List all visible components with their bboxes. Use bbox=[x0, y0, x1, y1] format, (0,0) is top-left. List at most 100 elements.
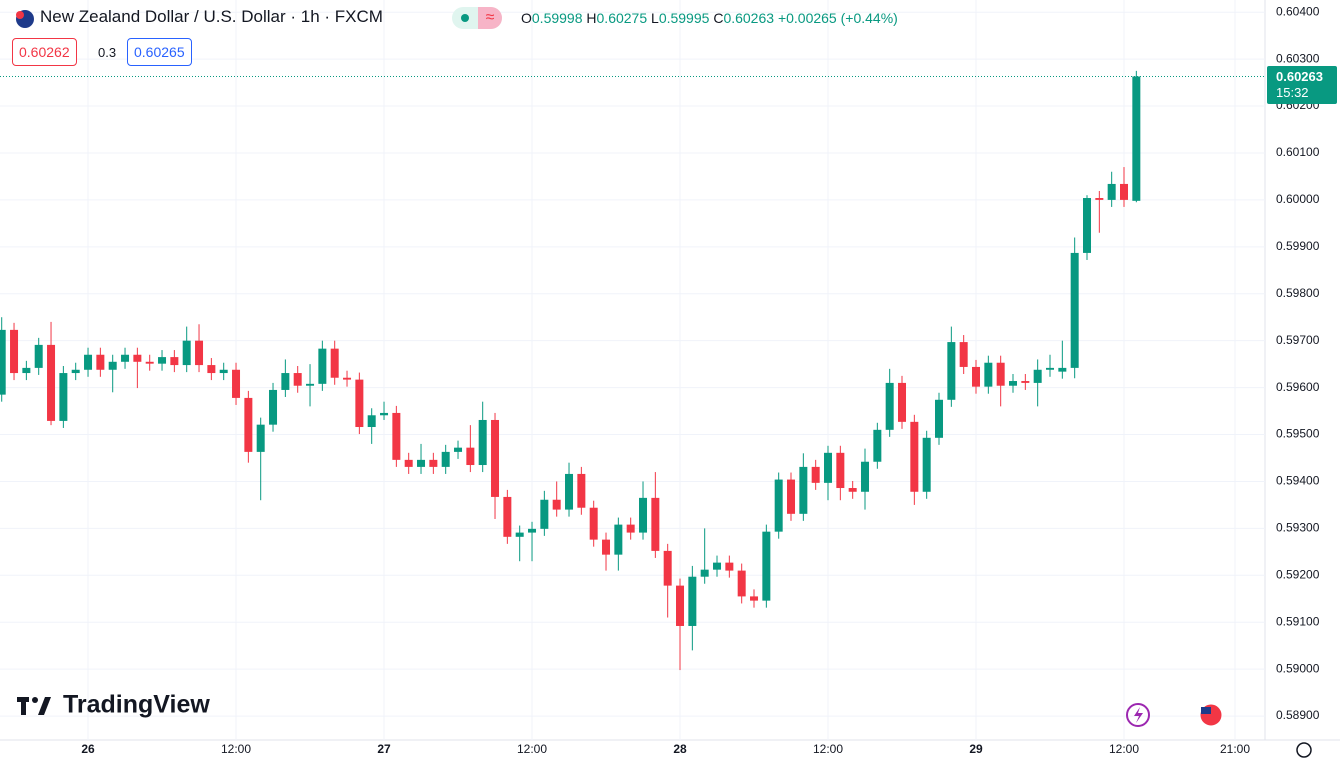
candle-body bbox=[676, 585, 685, 626]
candle-body bbox=[96, 354, 105, 370]
candle-body bbox=[441, 451, 450, 467]
candle-body bbox=[1033, 369, 1042, 383]
candle-body bbox=[491, 419, 500, 497]
x-tick-label: 12:00 bbox=[517, 742, 547, 756]
candle-body bbox=[848, 488, 857, 492]
candle-body bbox=[47, 344, 56, 421]
candle-body bbox=[984, 362, 993, 387]
last-price: 0.60263 bbox=[1276, 69, 1323, 85]
candle-body bbox=[404, 459, 413, 467]
candle-body bbox=[700, 569, 709, 577]
candle-body bbox=[540, 499, 549, 529]
y-tick-label: 0.59300 bbox=[1276, 521, 1320, 535]
y-tick-label: 0.60100 bbox=[1276, 145, 1320, 159]
candle-body bbox=[528, 528, 537, 533]
y-tick-label: 0.60400 bbox=[1276, 4, 1320, 18]
ohlc-legend: O0.59998 H0.60275 L0.59995 C0.60263 +0.0… bbox=[521, 10, 898, 26]
symbol-icon bbox=[14, 8, 36, 35]
candle-body bbox=[737, 570, 746, 597]
x-tick-label: 21:00 bbox=[1220, 742, 1250, 756]
events-icon bbox=[1134, 707, 1143, 723]
candle-body bbox=[577, 473, 586, 508]
candle-body bbox=[935, 399, 944, 438]
candle-body bbox=[71, 369, 80, 374]
candle-body bbox=[552, 499, 561, 510]
candle-body bbox=[910, 421, 919, 492]
candle-body bbox=[0, 329, 6, 395]
events-icon[interactable] bbox=[1126, 703, 1150, 727]
ohlc-value: 0.59995 bbox=[658, 10, 710, 26]
symbol-title[interactable]: New Zealand Dollar / U.S. Dollar · 1h · … bbox=[40, 7, 383, 26]
settings-icon[interactable] bbox=[1296, 742, 1312, 758]
buy-button[interactable]: 0.60265 bbox=[127, 38, 192, 66]
candle-body bbox=[121, 354, 130, 362]
spread: 0.3 bbox=[98, 45, 117, 60]
candle-body bbox=[602, 539, 611, 555]
candle-body bbox=[750, 596, 759, 601]
y-tick-label: 0.59400 bbox=[1276, 474, 1320, 488]
candle-body bbox=[873, 429, 882, 462]
y-tick-label: 0.60300 bbox=[1276, 51, 1320, 65]
x-tick-label: 12:00 bbox=[1109, 742, 1139, 756]
candle-body bbox=[343, 377, 352, 380]
y-tick-label: 0.59700 bbox=[1276, 333, 1320, 347]
flag-icon bbox=[1201, 707, 1211, 714]
candle-body bbox=[861, 461, 870, 492]
y-tick-label: 0.59100 bbox=[1276, 614, 1320, 628]
y-tick-label: 0.59800 bbox=[1276, 286, 1320, 300]
y-tick-label: 0.58900 bbox=[1276, 708, 1320, 722]
candle-body bbox=[1107, 183, 1116, 200]
candle-body bbox=[429, 459, 438, 467]
candle-body bbox=[84, 354, 93, 370]
last-price-label: 0.60263 15:32 bbox=[1267, 66, 1337, 105]
x-tick-label: 12:00 bbox=[813, 742, 843, 756]
x-tick-label: 28 bbox=[673, 742, 687, 756]
candle-body bbox=[207, 365, 216, 374]
candle-body bbox=[1009, 381, 1018, 386]
change: +0.00265 (+0.44%) bbox=[777, 10, 898, 26]
candle-body bbox=[651, 497, 660, 551]
candle-body bbox=[232, 369, 241, 398]
candle-body bbox=[306, 383, 315, 386]
candle-body bbox=[1120, 183, 1129, 200]
candle-body bbox=[1095, 198, 1104, 200]
candle-body bbox=[1083, 198, 1092, 253]
candle-body bbox=[478, 419, 487, 466]
candle-body bbox=[922, 437, 931, 492]
candle-body bbox=[256, 424, 265, 452]
candle-body bbox=[158, 357, 167, 364]
y-tick-label: 0.60000 bbox=[1276, 192, 1320, 206]
candle-body bbox=[972, 366, 981, 387]
candle-body bbox=[947, 342, 956, 400]
candle-body bbox=[34, 344, 43, 368]
candle-body bbox=[589, 507, 598, 540]
candle-body bbox=[787, 479, 796, 514]
candle-body bbox=[108, 361, 117, 370]
candle-body bbox=[614, 524, 623, 555]
candle-body bbox=[799, 466, 808, 514]
candle-body bbox=[688, 576, 697, 626]
candle-body bbox=[1046, 367, 1055, 370]
candle-body bbox=[725, 562, 734, 571]
candle-body bbox=[639, 497, 648, 533]
candle-body bbox=[355, 379, 364, 428]
candle-body bbox=[330, 348, 339, 378]
y-tick-label: 0.59600 bbox=[1276, 380, 1320, 394]
candle-body bbox=[885, 382, 894, 430]
brand: TradingView bbox=[63, 691, 210, 719]
candle-body bbox=[133, 354, 142, 362]
x-tick-label: 12:00 bbox=[221, 742, 251, 756]
candle-body bbox=[713, 562, 722, 570]
x-tick-label: 27 bbox=[377, 742, 391, 756]
ohlc-value: 0.59998 bbox=[531, 10, 583, 26]
status-pill: ≈ bbox=[452, 7, 502, 29]
candle-body bbox=[219, 369, 228, 374]
sell-button[interactable]: 0.60262 bbox=[12, 38, 77, 66]
x-tick-label: 29 bbox=[969, 742, 983, 756]
candle-body bbox=[762, 531, 771, 601]
candle-body bbox=[1058, 367, 1067, 372]
candle-body bbox=[663, 550, 672, 586]
candle-body bbox=[145, 361, 154, 364]
candle-body bbox=[281, 373, 290, 390]
